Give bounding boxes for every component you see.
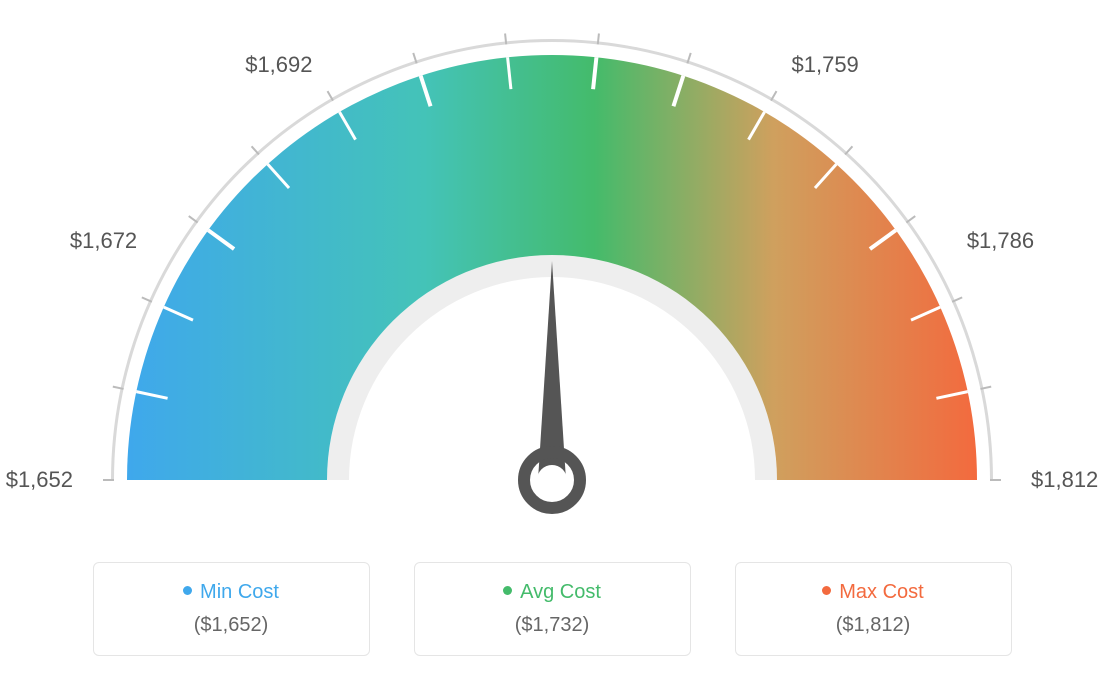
chart-stage: $1,652 $1,672 $1,692 $1,732 $1,759 $1,786 $1,8… [0, 0, 1104, 690]
legend-card-avg: Avg Cost ($1,732) [414, 562, 691, 656]
gauge-chart: $1,652 $1,672 $1,692 $1,732 $1,759 $1,786 $1,8… [0, 0, 1104, 540]
dot-icon [503, 586, 512, 595]
gauge-tick-label: $1,786 [967, 228, 1034, 254]
legend-title-avg: Avg Cost [415, 581, 690, 604]
legend-title-max: Max Cost [736, 581, 1011, 604]
legend-value-max: ($1,812) [736, 614, 1011, 637]
gauge-svg [52, 30, 1052, 550]
gauge-tick-label: $1,652 [6, 467, 73, 493]
legend-card-min: Min Cost ($1,652) [93, 562, 370, 656]
legend-value-min: ($1,652) [94, 614, 369, 637]
legend-title-text: Min Cost [200, 581, 279, 603]
legend-card-max: Max Cost ($1,812) [735, 562, 1012, 656]
gauge-tick-label: $1,759 [792, 52, 859, 78]
gauge-tick-label: $1,672 [70, 228, 137, 254]
legend-title-min: Min Cost [94, 581, 369, 604]
gauge-tick-label: $1,732 [518, 0, 585, 1]
legend-value-avg: ($1,732) [415, 614, 690, 637]
dot-icon [822, 586, 831, 595]
legend-title-text: Avg Cost [520, 581, 601, 603]
legend-title-text: Max Cost [839, 581, 923, 603]
gauge-tick-label: $1,692 [245, 52, 312, 78]
dot-icon [183, 586, 192, 595]
gauge-tick-label: $1,812 [1031, 467, 1098, 493]
legend-row: Min Cost ($1,652) Avg Cost ($1,732) Max … [0, 562, 1104, 656]
